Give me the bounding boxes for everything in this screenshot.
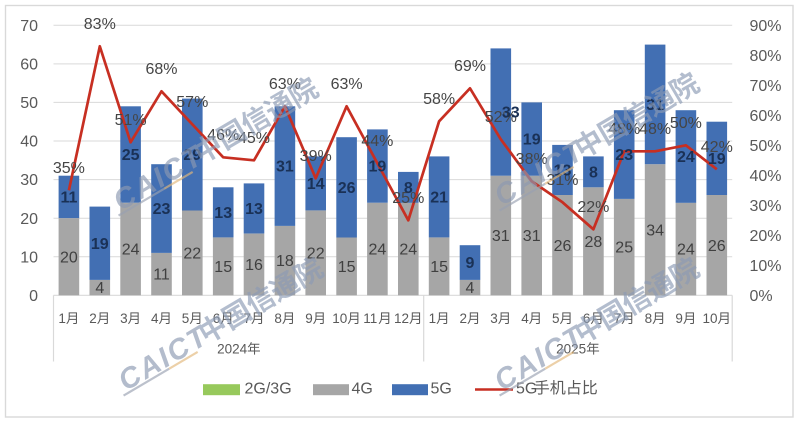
svg-text:45%: 45% <box>238 130 270 147</box>
svg-text:3: 3 <box>490 311 498 326</box>
svg-text:0: 0 <box>29 288 38 305</box>
svg-text:44%: 44% <box>361 133 393 150</box>
svg-text:12: 12 <box>394 311 409 326</box>
svg-text:19: 19 <box>708 151 726 168</box>
svg-text:19: 19 <box>523 132 541 149</box>
svg-text:8: 8 <box>645 311 653 326</box>
svg-text:3: 3 <box>120 311 128 326</box>
svg-text:90%: 90% <box>750 18 782 35</box>
svg-text:30%: 30% <box>750 198 782 215</box>
svg-text:40: 40 <box>20 134 38 151</box>
svg-text:5: 5 <box>552 311 560 326</box>
svg-text:10: 10 <box>703 311 718 326</box>
svg-text:11: 11 <box>153 267 170 284</box>
svg-text:4: 4 <box>466 280 475 297</box>
svg-text:9: 9 <box>305 311 313 326</box>
svg-text:42%: 42% <box>701 139 733 156</box>
svg-text:30: 30 <box>20 172 38 189</box>
svg-text:4: 4 <box>95 280 104 297</box>
svg-text:60: 60 <box>20 57 38 74</box>
svg-text:5: 5 <box>182 311 190 326</box>
svg-text:48%: 48% <box>639 121 671 138</box>
svg-text:0%: 0% <box>750 288 773 305</box>
svg-text:20%: 20% <box>750 228 782 245</box>
svg-text:5G: 5G <box>431 380 452 397</box>
svg-text:34: 34 <box>646 222 664 239</box>
svg-text:20: 20 <box>60 249 78 266</box>
svg-text:24: 24 <box>677 149 695 166</box>
svg-text:1: 1 <box>58 311 66 326</box>
svg-text:40%: 40% <box>750 168 782 185</box>
svg-text:10: 10 <box>332 311 347 326</box>
svg-text:16: 16 <box>245 257 263 274</box>
svg-text:33: 33 <box>502 105 520 122</box>
svg-text:80%: 80% <box>750 48 782 65</box>
svg-text:31: 31 <box>492 228 510 245</box>
svg-text:70%: 70% <box>750 78 782 95</box>
svg-text:24: 24 <box>677 242 695 259</box>
svg-text:2024: 2024 <box>217 342 248 357</box>
svg-text:21: 21 <box>430 190 448 207</box>
svg-text:26: 26 <box>554 238 572 255</box>
svg-text:9: 9 <box>466 255 475 272</box>
svg-text:15: 15 <box>430 259 448 276</box>
svg-text:4G: 4G <box>352 380 373 397</box>
svg-text:50: 50 <box>20 95 38 112</box>
svg-text:8: 8 <box>589 165 598 182</box>
svg-text:39%: 39% <box>300 148 332 165</box>
svg-text:25%: 25% <box>392 190 424 207</box>
svg-text:6: 6 <box>583 311 591 326</box>
svg-text:4: 4 <box>521 311 529 326</box>
svg-text:31: 31 <box>523 228 541 245</box>
svg-text:11: 11 <box>363 311 377 326</box>
svg-text:51%: 51% <box>115 112 147 129</box>
svg-text:23: 23 <box>615 147 633 164</box>
svg-text:35%: 35% <box>53 160 85 177</box>
svg-text:15: 15 <box>338 259 356 276</box>
svg-text:69%: 69% <box>454 58 486 75</box>
svg-text:58%: 58% <box>423 91 455 108</box>
svg-text:15: 15 <box>214 259 232 276</box>
svg-text:24: 24 <box>122 242 140 259</box>
svg-text:24: 24 <box>399 242 417 259</box>
svg-text:2: 2 <box>89 311 97 326</box>
svg-text:14: 14 <box>307 176 325 193</box>
svg-text:20: 20 <box>20 211 38 228</box>
svg-text:4: 4 <box>151 311 159 326</box>
svg-text:23: 23 <box>153 201 171 218</box>
svg-text:10%: 10% <box>750 258 782 275</box>
svg-text:26: 26 <box>338 180 356 197</box>
svg-text:70: 70 <box>20 18 38 35</box>
svg-text:8: 8 <box>404 180 413 197</box>
svg-text:1: 1 <box>429 311 437 326</box>
svg-text:28: 28 <box>585 234 603 251</box>
svg-text:9: 9 <box>675 311 683 326</box>
svg-text:19: 19 <box>369 159 387 176</box>
svg-text:25: 25 <box>615 240 633 257</box>
svg-text:60%: 60% <box>750 108 782 125</box>
svg-text:8: 8 <box>274 311 282 326</box>
svg-text:22: 22 <box>307 246 325 263</box>
svg-text:25: 25 <box>122 147 140 164</box>
svg-text:68%: 68% <box>145 61 177 78</box>
svg-text:26: 26 <box>708 238 726 255</box>
svg-text:24: 24 <box>369 242 387 259</box>
svg-text:52%: 52% <box>485 109 517 126</box>
svg-text:18: 18 <box>276 253 294 270</box>
svg-text:2: 2 <box>460 311 468 326</box>
svg-text:22%: 22% <box>577 199 609 216</box>
svg-text:50%: 50% <box>670 115 702 132</box>
svg-text:57%: 57% <box>176 94 208 111</box>
svg-text:10: 10 <box>20 249 38 266</box>
svg-text:83%: 83% <box>84 16 116 33</box>
svg-text:13: 13 <box>214 205 232 222</box>
svg-text:50%: 50% <box>750 138 782 155</box>
svg-text:22: 22 <box>183 246 201 263</box>
svg-text:19: 19 <box>91 236 109 253</box>
svg-text:2G/3G: 2G/3G <box>245 380 292 397</box>
svg-text:13: 13 <box>245 201 263 218</box>
svg-text:63%: 63% <box>331 76 363 93</box>
svg-text:31: 31 <box>276 159 294 176</box>
svg-text:11: 11 <box>60 190 77 207</box>
